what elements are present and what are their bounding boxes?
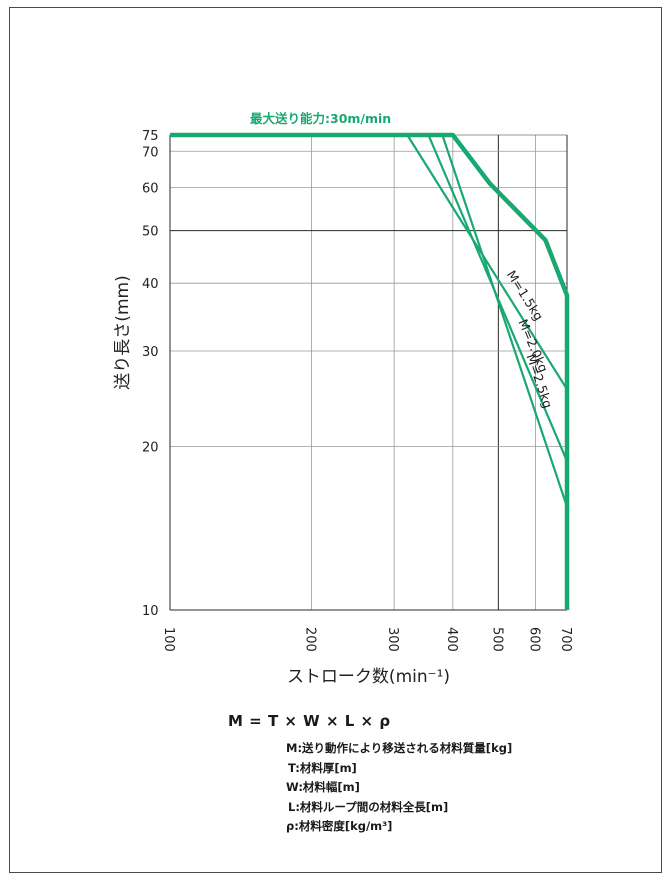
- x-tick-label-400: 400: [444, 627, 459, 652]
- max-capacity-label: 最大送り能力:30m/min: [250, 111, 391, 126]
- grid: [170, 135, 568, 610]
- y-tick-label-20: 20: [142, 441, 159, 456]
- x-tick-label-500: 500: [489, 627, 504, 652]
- axes: [169, 134, 568, 611]
- definition-rho: ρ:材料密度[kg/m³]: [286, 819, 393, 833]
- mass-formula: M = T × W × L × ρ: [228, 712, 391, 730]
- x-tick-label-300: 300: [385, 627, 400, 652]
- x-axis-title: ストローク数(min⁻¹): [287, 667, 450, 687]
- y-tick-label-50: 50: [142, 225, 159, 240]
- series-lines: [170, 132, 570, 610]
- x-tick-label-200: 200: [302, 627, 317, 652]
- definition-l: L:材料ループ間の材料全長[m]: [288, 799, 449, 814]
- figure-frame: [9, 7, 662, 873]
- y-tick-label-40: 40: [142, 277, 159, 292]
- mass-line-1: [406, 134, 568, 390]
- x-tick-label-600: 600: [527, 627, 542, 652]
- max-capacity-envelope: [170, 132, 570, 610]
- y-tick-label-60: 60: [142, 182, 159, 197]
- definition-w: W:材料幅[m]: [286, 780, 360, 794]
- y-tick-label-30: 30: [142, 345, 159, 360]
- y-tick-label-70: 70: [142, 145, 159, 160]
- series-label-1: M=1.5kg: [504, 268, 547, 324]
- y-tick-label-75: 75: [142, 129, 159, 144]
- mass-line-3: [441, 134, 569, 508]
- formula-definitions: M:送り動作により移送される材料質量[kg] T:材料厚[m] W:材料幅[m]…: [286, 739, 606, 837]
- x-tick-label-100: 100: [161, 627, 176, 652]
- series-label-3: M=2.5kg: [524, 352, 556, 410]
- formula-block: M = T × W × L × ρ M:送り動作により移送される材料質量[kg]…: [228, 712, 512, 833]
- definition-t: T:材料厚[m]: [288, 760, 357, 775]
- definition-m: M:送り動作により移送される材料質量[kg]: [286, 741, 513, 755]
- y-tick-label-10: 10: [142, 604, 159, 619]
- y-axis-title: 送り長さ(mm): [113, 275, 133, 389]
- x-tick-label-700: 700: [558, 627, 573, 652]
